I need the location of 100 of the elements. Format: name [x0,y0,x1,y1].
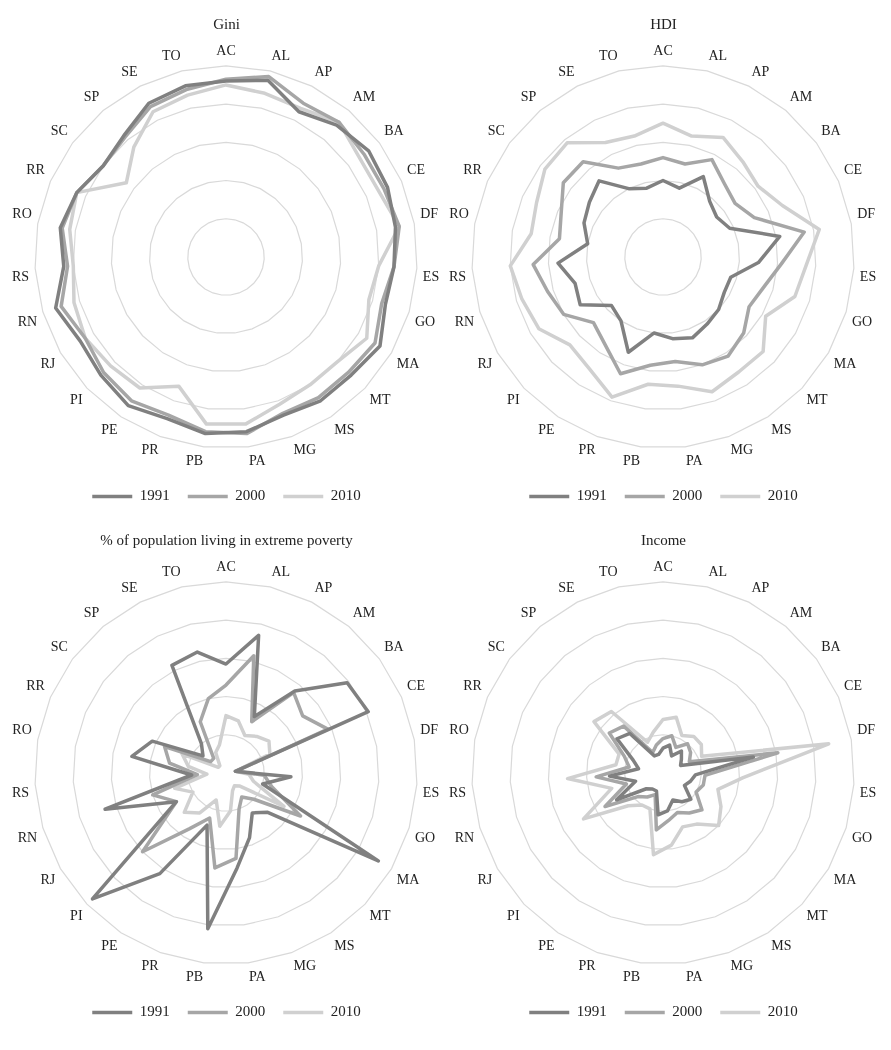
spoke-label: MS [771,421,792,437]
spoke-label: RN [454,829,475,845]
spoke-label: AP [314,64,333,80]
spoke-label: MG [293,958,317,974]
spoke-label: MT [369,392,391,408]
spoke-label: BA [821,122,842,138]
spoke-label: TO [162,564,181,580]
legend-label: 2010 [767,1003,798,1020]
spoke-label: CE [407,678,425,694]
chart-title: % of population living in extreme poverty [100,531,354,548]
spoke-label: RN [17,829,38,845]
spoke-label: SP [520,89,537,105]
spoke-label: AP [751,64,770,80]
spoke-label: SP [83,605,100,621]
chart-title: Income [641,531,687,548]
spoke-label: ES [422,784,440,800]
spoke-label: RN [454,313,475,329]
spoke-label: RS [449,268,467,284]
legend-label: 1991 [139,1003,170,1020]
spoke-label: PR [578,442,597,458]
spoke-label: PA [685,968,704,984]
spoke-label: SP [83,89,100,105]
spoke-label: PE [538,421,555,437]
spoke-label: DF [420,722,439,738]
legend-label: 2010 [330,487,361,504]
legend-label: 1991 [576,1003,607,1020]
spoke-label: MG [293,442,317,458]
spoke-label: AM [352,89,376,105]
spoke-label: RO [12,206,32,222]
spoke-label: PA [248,452,267,468]
spoke-label: SC [487,122,505,138]
spoke-label: PI [507,908,520,924]
spoke-label: RR [463,162,483,178]
spoke-label: AM [352,605,376,621]
spoke-label: AC [216,43,236,59]
legend-label: 2000 [672,487,703,504]
spoke-label: RN [17,313,38,329]
spoke-label: RO [449,206,469,222]
spoke-label: MS [771,937,792,953]
spoke-label: PB [622,968,641,984]
spoke-label: PI [70,908,83,924]
spoke-label: SP [520,605,537,621]
spoke-label: TO [599,48,618,64]
spoke-label: RJ [40,355,56,371]
spoke-label: AL [271,48,291,64]
spoke-label: CE [407,162,425,178]
spoke-label: PI [70,392,83,408]
spoke-label: SC [50,638,68,654]
legend-label: 1991 [139,487,170,504]
spoke-label: PB [185,968,204,984]
spoke-label: RS [449,784,467,800]
spoke-label: PB [185,452,204,468]
spoke-label: ES [859,784,877,800]
spoke-label: PE [101,421,118,437]
spoke-label: PR [141,442,160,458]
chart-title: HDI [650,15,677,32]
legend-label: 2000 [235,487,266,504]
spoke-label: BA [384,122,405,138]
spoke-label: PE [101,937,118,953]
spoke-label: BA [384,638,405,654]
spoke-label: SC [50,122,68,138]
spoke-label: SE [121,580,138,596]
spoke-label: RJ [477,871,493,887]
spoke-label: DF [857,722,876,738]
spoke-label: TO [162,48,181,64]
spoke-label: GO [414,829,436,845]
spoke-label: PB [622,452,641,468]
spoke-label: TO [599,564,618,580]
spoke-label: SE [121,64,138,80]
spoke-label: PI [507,392,520,408]
spoke-label: MT [806,908,828,924]
spoke-label: AL [708,48,728,64]
spoke-label: MS [334,421,355,437]
spoke-label: MT [369,908,391,924]
spoke-label: DF [857,206,876,222]
spoke-label: AC [653,43,673,59]
legend-label: 2010 [767,487,798,504]
spoke-label: PA [248,968,267,984]
legend-label: 2010 [330,1003,361,1020]
spoke-label: RO [12,722,32,738]
spoke-label: MA [396,355,421,371]
spoke-label: MA [833,871,858,887]
spoke-label: DF [420,206,439,222]
spoke-label: ES [422,268,440,284]
spoke-label: SE [558,64,575,80]
spoke-label: RS [12,784,30,800]
spoke-label: AL [708,564,728,580]
spoke-label: MA [396,871,421,887]
spoke-label: AC [216,559,236,575]
spoke-label: GO [851,829,873,845]
spoke-label: BA [821,638,842,654]
legend-label: 1991 [576,487,607,504]
spoke-label: AP [751,580,770,596]
legend-label: 2000 [235,1003,266,1020]
spoke-label: GO [851,313,873,329]
spoke-label: RJ [40,871,56,887]
spoke-label: RO [449,722,469,738]
spoke-label: ES [859,268,877,284]
spoke-label: AL [271,564,291,580]
chart-title: Gini [213,15,240,32]
